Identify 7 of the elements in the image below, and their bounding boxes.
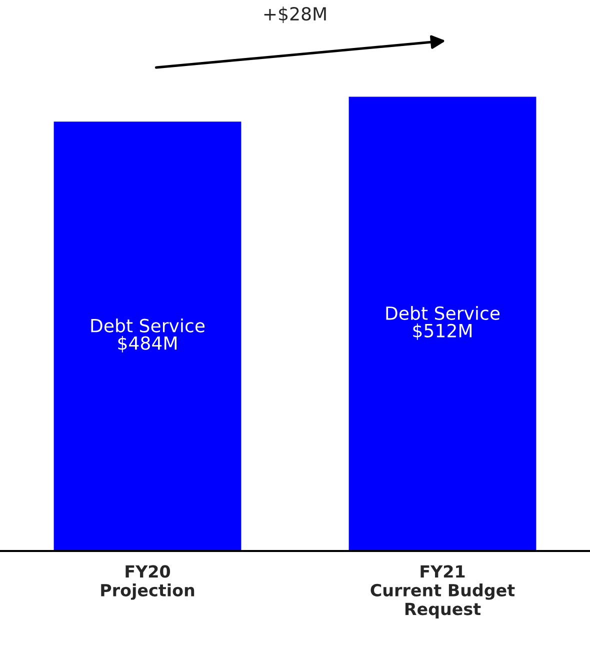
data-label: $512M (413, 324, 472, 340)
series-label: Debt Service (386, 306, 500, 320)
text: Debt Service (91, 318, 205, 332)
text: +$28M (264, 6, 326, 24)
data-label: $484M (118, 336, 176, 352)
x-tick-label: FY21 Current Budget Request (370, 565, 515, 618)
x-tick-label: FY20 Projection (101, 565, 194, 600)
